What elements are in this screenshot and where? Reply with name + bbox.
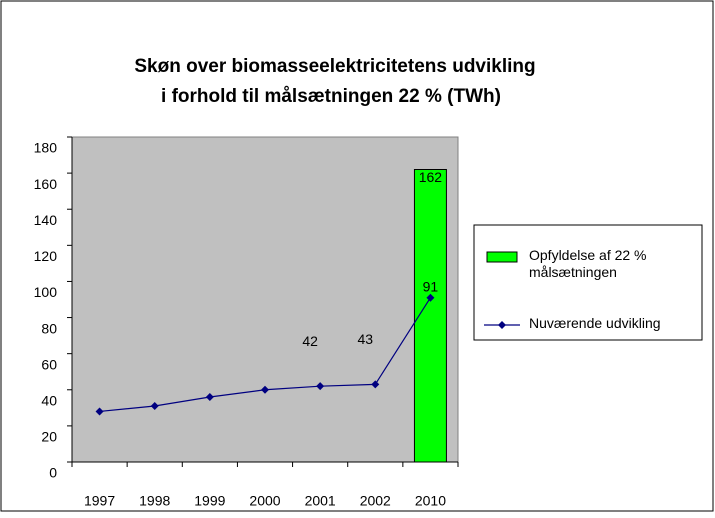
x-tick-label: 2000 xyxy=(249,493,280,509)
legend-label-box: Nuværende udvikling xyxy=(529,315,661,331)
data-label: 91 xyxy=(423,278,439,294)
y-tick-label: 80 xyxy=(41,320,57,336)
x-tick-label: 2002 xyxy=(360,493,391,509)
bar xyxy=(413,169,447,463)
marker xyxy=(426,293,435,302)
x-tick-label: 2001 xyxy=(305,493,336,509)
chart-title: i forhold til målsætningen 22 % (TWh) xyxy=(161,86,501,107)
marker xyxy=(95,407,104,416)
legend-box xyxy=(473,224,703,341)
legend-label: Opfyldelse af 22 % målsætningen xyxy=(529,247,647,280)
chart-title: Skøn over biomasseelektricitetens udvikl… xyxy=(134,56,535,77)
y-tick-label: 20 xyxy=(41,429,57,445)
y-tick-label: 40 xyxy=(41,392,57,408)
marker xyxy=(150,402,159,411)
y-tick-label: 180 xyxy=(34,140,58,156)
marker xyxy=(205,393,214,401)
y-tick-label: 160 xyxy=(34,176,58,192)
x-tick-label: 1997 xyxy=(84,493,115,509)
legend-marker xyxy=(498,321,506,329)
data-label: 42 xyxy=(302,333,318,349)
legend-label-box: Opfyldelse af 22 % målsætningen xyxy=(529,247,647,280)
marker xyxy=(371,380,380,389)
data-label: 43 xyxy=(357,331,373,347)
marker xyxy=(261,385,269,394)
marker xyxy=(316,382,325,391)
y-tick-label: 60 xyxy=(41,356,57,372)
legend-swatch xyxy=(486,251,518,263)
x-tick-label: 1999 xyxy=(194,493,225,509)
data-label: 162 xyxy=(419,169,443,185)
y-tick-label: 120 xyxy=(34,248,58,264)
legend-label: Nuværende udvikling xyxy=(529,315,661,331)
y-tick-label: 140 xyxy=(34,212,58,228)
plot-area xyxy=(71,136,459,463)
y-tick-label: 0 xyxy=(49,465,57,481)
x-tick-label: 2010 xyxy=(415,493,446,509)
x-tick-label: 1998 xyxy=(139,493,170,509)
y-tick-label: 100 xyxy=(34,284,58,300)
